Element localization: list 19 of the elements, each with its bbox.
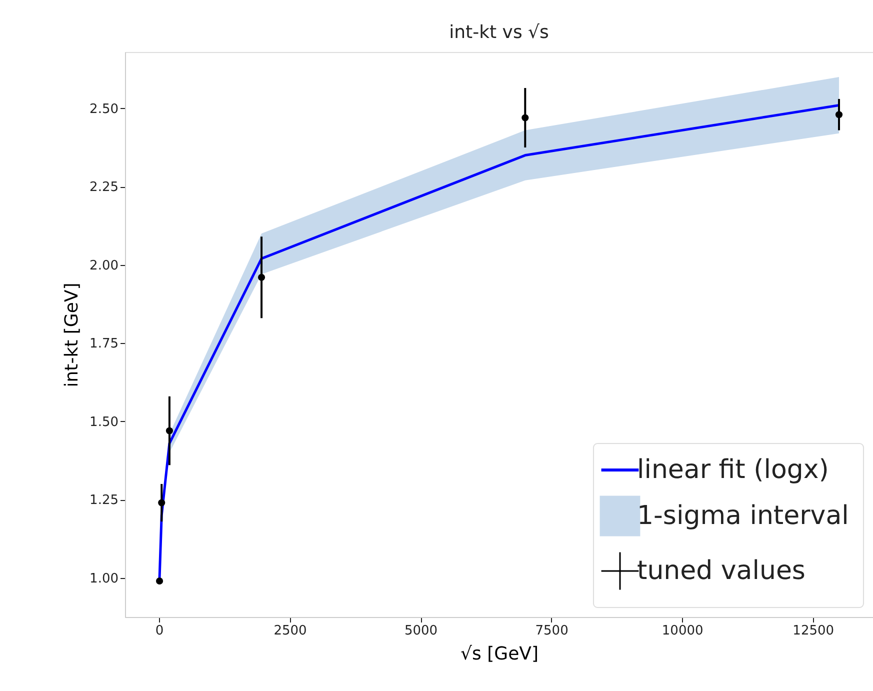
y-axis-title: int-kt [GeV] bbox=[62, 282, 83, 388]
x-tick-label: 12500 bbox=[792, 624, 834, 638]
x-tick-label: 7500 bbox=[535, 624, 568, 638]
chart-title: int-kt vs √s bbox=[449, 22, 549, 43]
legend-label: linear fit (logx) bbox=[637, 455, 829, 485]
x-tick-label: 10000 bbox=[662, 624, 704, 638]
y-tick-label: 1.75 bbox=[90, 336, 118, 352]
y-tick-label: 1.00 bbox=[90, 571, 118, 586]
y-tick-label: 2.50 bbox=[90, 102, 118, 117]
legend-label: tuned values bbox=[637, 556, 806, 586]
x-tick-label: 2500 bbox=[274, 624, 307, 638]
y-tick-label: 1.50 bbox=[90, 414, 118, 430]
x-tick-label: 0 bbox=[155, 624, 164, 638]
y-tick-label: 1.25 bbox=[90, 493, 118, 508]
y-tick-label: 2.25 bbox=[90, 180, 118, 196]
y-tick-label: 2.00 bbox=[90, 258, 118, 274]
x-axis-title: √s [GeV] bbox=[460, 644, 538, 664]
legend-label: 1-sigma interval bbox=[637, 501, 849, 531]
x-tick-label: 5000 bbox=[404, 624, 438, 638]
